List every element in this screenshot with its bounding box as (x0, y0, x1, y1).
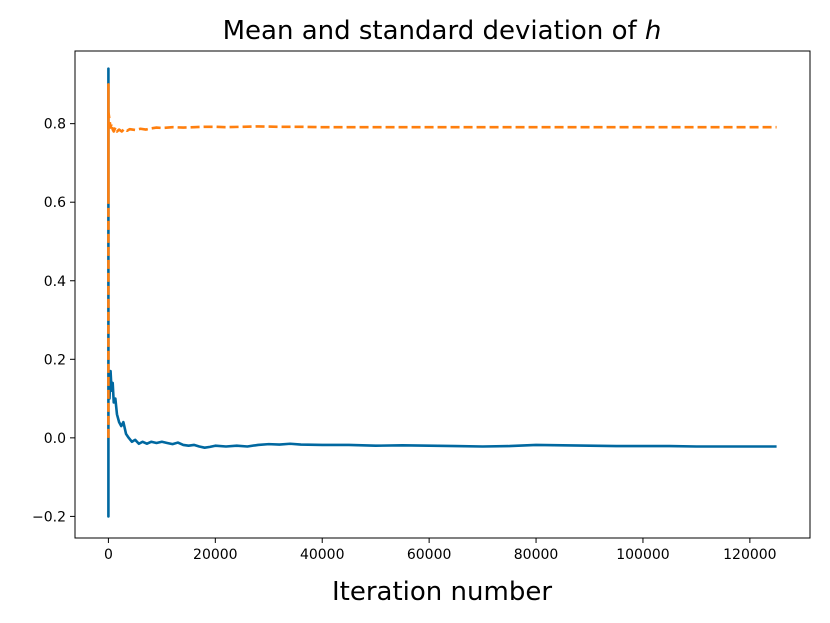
axes-frame (74, 50, 811, 539)
chart-title-variable: h (645, 16, 661, 46)
y-tick-label: −0.2 (32, 509, 66, 525)
chart-title: Mean and standard deviation of h (223, 16, 662, 46)
x-tick-label: 120000 (723, 547, 776, 563)
x-tick-label: 80000 (514, 547, 559, 563)
y-tick-label: 0.8 (44, 117, 66, 133)
series-line-mean (107, 67, 777, 518)
x-axis-label: Iteration number (332, 577, 552, 607)
y-tick-label: 0.6 (44, 195, 66, 211)
y-tick-label: 0.0 (44, 431, 66, 447)
y-tick-label: 0.2 (44, 352, 66, 368)
y-tick-label: 0.4 (44, 274, 66, 290)
x-tick-label: 20000 (193, 547, 238, 563)
y-axis: −0.2 0.0 0.2 0.4 0.6 0.8 (32, 117, 75, 525)
x-tick-label: 40000 (300, 547, 345, 563)
x-tick-label: 60000 (407, 547, 452, 563)
x-tick-label: 0 (104, 547, 113, 563)
x-tick-label: 100000 (616, 547, 669, 563)
series-line-std (107, 83, 777, 438)
x-axis: 0 20000 40000 60000 80000 100000 120000 (104, 538, 777, 563)
plot-area (107, 67, 777, 518)
